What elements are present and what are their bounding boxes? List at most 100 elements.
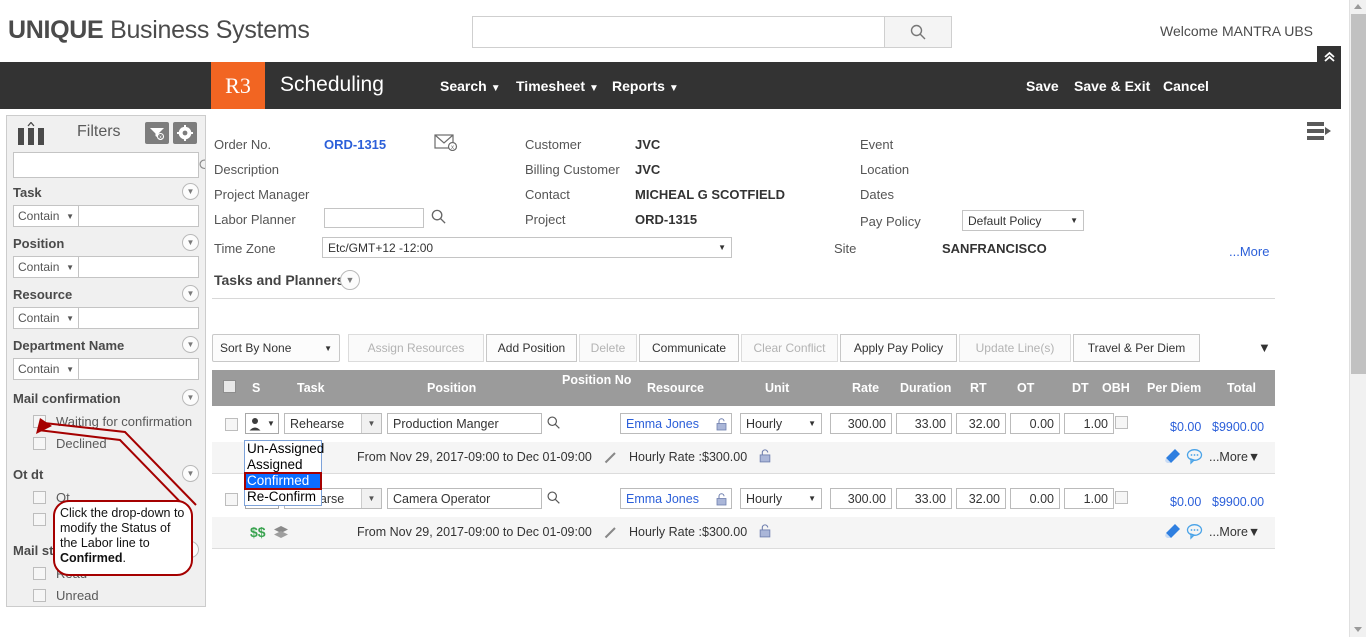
toolbar-expand-caret-icon[interactable]: ▼ bbox=[1258, 340, 1271, 355]
duration-input[interactable]: 33.00 bbox=[896, 488, 952, 509]
nav-menu-timesheet[interactable]: Timesheet ▼ bbox=[516, 78, 599, 94]
order-no-value[interactable]: ORD-1315 bbox=[324, 137, 387, 152]
search-icon[interactable] bbox=[198, 153, 205, 177]
pay-policy-select[interactable]: Default Policy ▼ bbox=[962, 210, 1084, 231]
status-option-confirmed[interactable]: Confirmed bbox=[244, 472, 322, 490]
row-checkbox[interactable] bbox=[225, 493, 238, 506]
chevron-down-icon[interactable]: ▼ bbox=[182, 234, 199, 251]
panel-toggle-icon[interactable] bbox=[1307, 120, 1333, 145]
rate-input[interactable]: 300.00 bbox=[830, 488, 892, 509]
time-zone-select[interactable]: Etc/GMT+12 -12:00 ▼ bbox=[322, 237, 732, 258]
ot-input[interactable]: 0.00 bbox=[1010, 488, 1060, 509]
ot-input[interactable]: 0.00 bbox=[1010, 413, 1060, 434]
filter-group-mail-confirmation-label: Mail confirmation bbox=[13, 390, 121, 406]
nav-menu-reports[interactable]: Reports ▼ bbox=[612, 78, 679, 94]
checkbox-box[interactable] bbox=[33, 490, 46, 504]
select-all-checkbox[interactable] bbox=[223, 380, 236, 393]
chevron-down-icon[interactable]: ▼ bbox=[182, 285, 199, 302]
row-more-label: ...More bbox=[1209, 525, 1248, 539]
r3-logo[interactable]: R3 bbox=[211, 62, 265, 109]
status-option-re-confirm[interactable]: Re-Confirm bbox=[247, 489, 317, 504]
labor-planner-input[interactable] bbox=[324, 208, 424, 228]
nav-menu-search[interactable]: Search ▼ bbox=[440, 78, 501, 94]
checkbox-unread[interactable]: Unread bbox=[13, 584, 199, 606]
position-input[interactable]: Camera Operator bbox=[387, 488, 542, 509]
clear-filter-icon[interactable]: x bbox=[145, 122, 169, 144]
gear-icon[interactable] bbox=[173, 122, 197, 144]
filter-operator-resource[interactable]: Contain ▼ bbox=[13, 307, 79, 329]
duration-input[interactable]: 33.00 bbox=[896, 413, 952, 434]
scrollbar-thumb[interactable] bbox=[1351, 14, 1366, 374]
row-checkbox[interactable] bbox=[225, 418, 238, 431]
scroll-up-arrow-icon[interactable] bbox=[1354, 4, 1362, 9]
dt-input[interactable]: 1.00 bbox=[1064, 488, 1114, 509]
add-position-button[interactable]: Add Position bbox=[486, 334, 577, 362]
welcome-message: Welcome MANTRA UBS bbox=[1160, 23, 1313, 39]
search-icon[interactable] bbox=[430, 208, 447, 228]
checkbox-box[interactable] bbox=[33, 566, 46, 580]
vertical-scrollbar[interactable] bbox=[1349, 0, 1366, 637]
obh-checkbox[interactable] bbox=[1115, 491, 1128, 504]
mail-cancel-icon[interactable]: x bbox=[434, 133, 458, 154]
row-more-link[interactable]: ...More▼ bbox=[1209, 525, 1260, 539]
scroll-down-arrow-icon[interactable] bbox=[1354, 627, 1362, 632]
obh-checkbox[interactable] bbox=[1115, 416, 1128, 429]
clear-conflict-button[interactable]: Clear Conflict bbox=[741, 334, 838, 362]
global-search-input[interactable] bbox=[472, 16, 884, 48]
save-and-exit-button[interactable]: Save & Exit bbox=[1074, 78, 1151, 94]
checkbox-declined[interactable]: Declined bbox=[13, 432, 199, 454]
chevron-down-icon[interactable]: ▼ bbox=[182, 336, 199, 353]
save-button[interactable]: Save bbox=[1026, 78, 1059, 94]
global-search[interactable] bbox=[472, 16, 952, 48]
chevron-down-icon[interactable]: ▼ bbox=[182, 183, 199, 200]
filter-input-task[interactable] bbox=[79, 205, 199, 227]
chevron-down-icon: ▼ bbox=[361, 489, 381, 508]
chevron-down-icon[interactable]: ▼ bbox=[182, 389, 199, 406]
assign-resources-button[interactable]: Assign Resources bbox=[348, 334, 484, 362]
unit-select[interactable]: Hourly ▼ bbox=[740, 488, 822, 509]
chevron-down-icon[interactable]: ▼ bbox=[182, 465, 199, 482]
filter-operator-position[interactable]: Contain ▼ bbox=[13, 256, 79, 278]
rate-input[interactable]: 300.00 bbox=[830, 413, 892, 434]
filter-input-resource[interactable] bbox=[79, 307, 199, 329]
rt-input[interactable]: 32.00 bbox=[956, 413, 1006, 434]
global-search-button[interactable] bbox=[884, 16, 952, 48]
filter-operator-task[interactable]: Contain ▼ bbox=[13, 205, 79, 227]
task-select[interactable]: Rehearse ▼ bbox=[284, 488, 382, 509]
checkbox-waiting-for-confirmation[interactable]: Waiting for confirmation bbox=[13, 410, 199, 432]
delete-button[interactable]: Delete bbox=[579, 334, 637, 362]
apply-pay-policy-button[interactable]: Apply Pay Policy bbox=[840, 334, 957, 362]
filter-input-position[interactable] bbox=[79, 256, 199, 278]
checkbox-box[interactable] bbox=[33, 436, 46, 450]
more-link[interactable]: ...More bbox=[1229, 244, 1270, 259]
resource-input[interactable]: Emma Jones bbox=[620, 488, 732, 509]
sidebar-search[interactable] bbox=[13, 152, 205, 178]
rt-input[interactable]: 32.00 bbox=[956, 488, 1006, 509]
row-more-link[interactable]: ...More▼ bbox=[1209, 450, 1260, 464]
travel-per-diem-button[interactable]: Travel & Per Diem bbox=[1073, 334, 1200, 362]
sort-by-select[interactable]: Sort By None ▼ bbox=[212, 334, 340, 362]
position-input[interactable]: Production Manger bbox=[387, 413, 542, 434]
status-option-assigned[interactable]: Assigned bbox=[247, 457, 303, 472]
sidebar-search-input[interactable] bbox=[14, 153, 198, 177]
unit-select[interactable]: Hourly ▼ bbox=[740, 413, 822, 434]
communicate-button[interactable]: Communicate bbox=[639, 334, 739, 362]
cancel-button[interactable]: Cancel bbox=[1163, 78, 1209, 94]
dt-input[interactable]: 1.00 bbox=[1064, 413, 1114, 434]
filter-input-department[interactable] bbox=[79, 358, 199, 380]
status-dropdown-button[interactable]: ▼ bbox=[245, 413, 279, 434]
status-dropdown-menu[interactable]: Un-Assigned Assigned Confirmed Re-Confir… bbox=[244, 440, 325, 506]
checkbox-box[interactable] bbox=[33, 588, 46, 602]
filter-operator-department[interactable]: Contain ▼ bbox=[13, 358, 79, 380]
chevron-down-icon[interactable]: ▼ bbox=[340, 270, 360, 290]
collapse-header-button[interactable] bbox=[1317, 46, 1341, 68]
task-select[interactable]: Rehearse ▼ bbox=[284, 413, 382, 434]
checkbox-box[interactable] bbox=[33, 512, 46, 526]
dollars-icon[interactable]: $$ bbox=[250, 524, 266, 540]
resource-input[interactable]: Emma Jones bbox=[620, 413, 732, 434]
checkbox-box[interactable] bbox=[33, 414, 46, 428]
search-icon[interactable] bbox=[546, 490, 561, 508]
status-option-un-assigned[interactable]: Un-Assigned bbox=[247, 441, 325, 456]
update-lines-button[interactable]: Update Line(s) bbox=[959, 334, 1071, 362]
search-icon[interactable] bbox=[546, 415, 561, 433]
